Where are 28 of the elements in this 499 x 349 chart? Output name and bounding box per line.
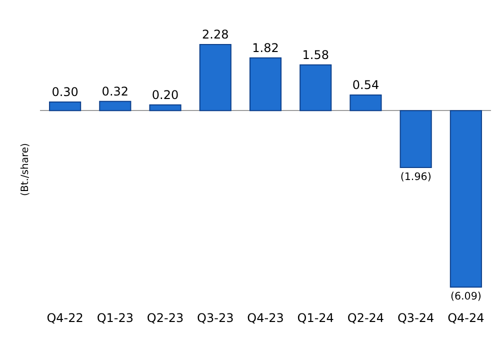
x-tick-label: Q3-24	[397, 311, 434, 325]
data-label: 0.20	[152, 88, 179, 102]
data-label: (1.96)	[400, 170, 432, 183]
x-tick-label: Q4-22	[46, 311, 84, 325]
bar	[400, 110, 432, 168]
x-tick-label: Q1-23	[96, 311, 134, 325]
data-label: (6.09)	[450, 290, 482, 303]
data-label: 0.32	[102, 84, 129, 98]
bar	[99, 100, 132, 112]
data-label: 0.30	[52, 84, 78, 99]
data-label: 2.28	[202, 28, 229, 42]
x-tick-label: Q3-23	[197, 311, 234, 325]
bar	[350, 94, 382, 112]
bar	[300, 64, 332, 112]
x-tick-label: Q1-24	[297, 311, 334, 325]
x-tick-label: Q4-24	[448, 311, 484, 325]
bar	[199, 44, 232, 112]
y-axis-title: (Bt./share)	[20, 142, 31, 196]
x-tick-label: Q2-24	[347, 311, 384, 325]
x-tick-label: Q2-23	[146, 311, 184, 325]
data-label: 1.82	[252, 40, 279, 55]
bar	[149, 104, 182, 112]
data-label: 1.58	[302, 48, 329, 62]
x-tick-label: Q4-23	[247, 311, 284, 325]
bar	[249, 57, 282, 112]
data-label: 0.54	[352, 78, 380, 92]
bar	[450, 110, 482, 288]
bar	[49, 101, 82, 112]
